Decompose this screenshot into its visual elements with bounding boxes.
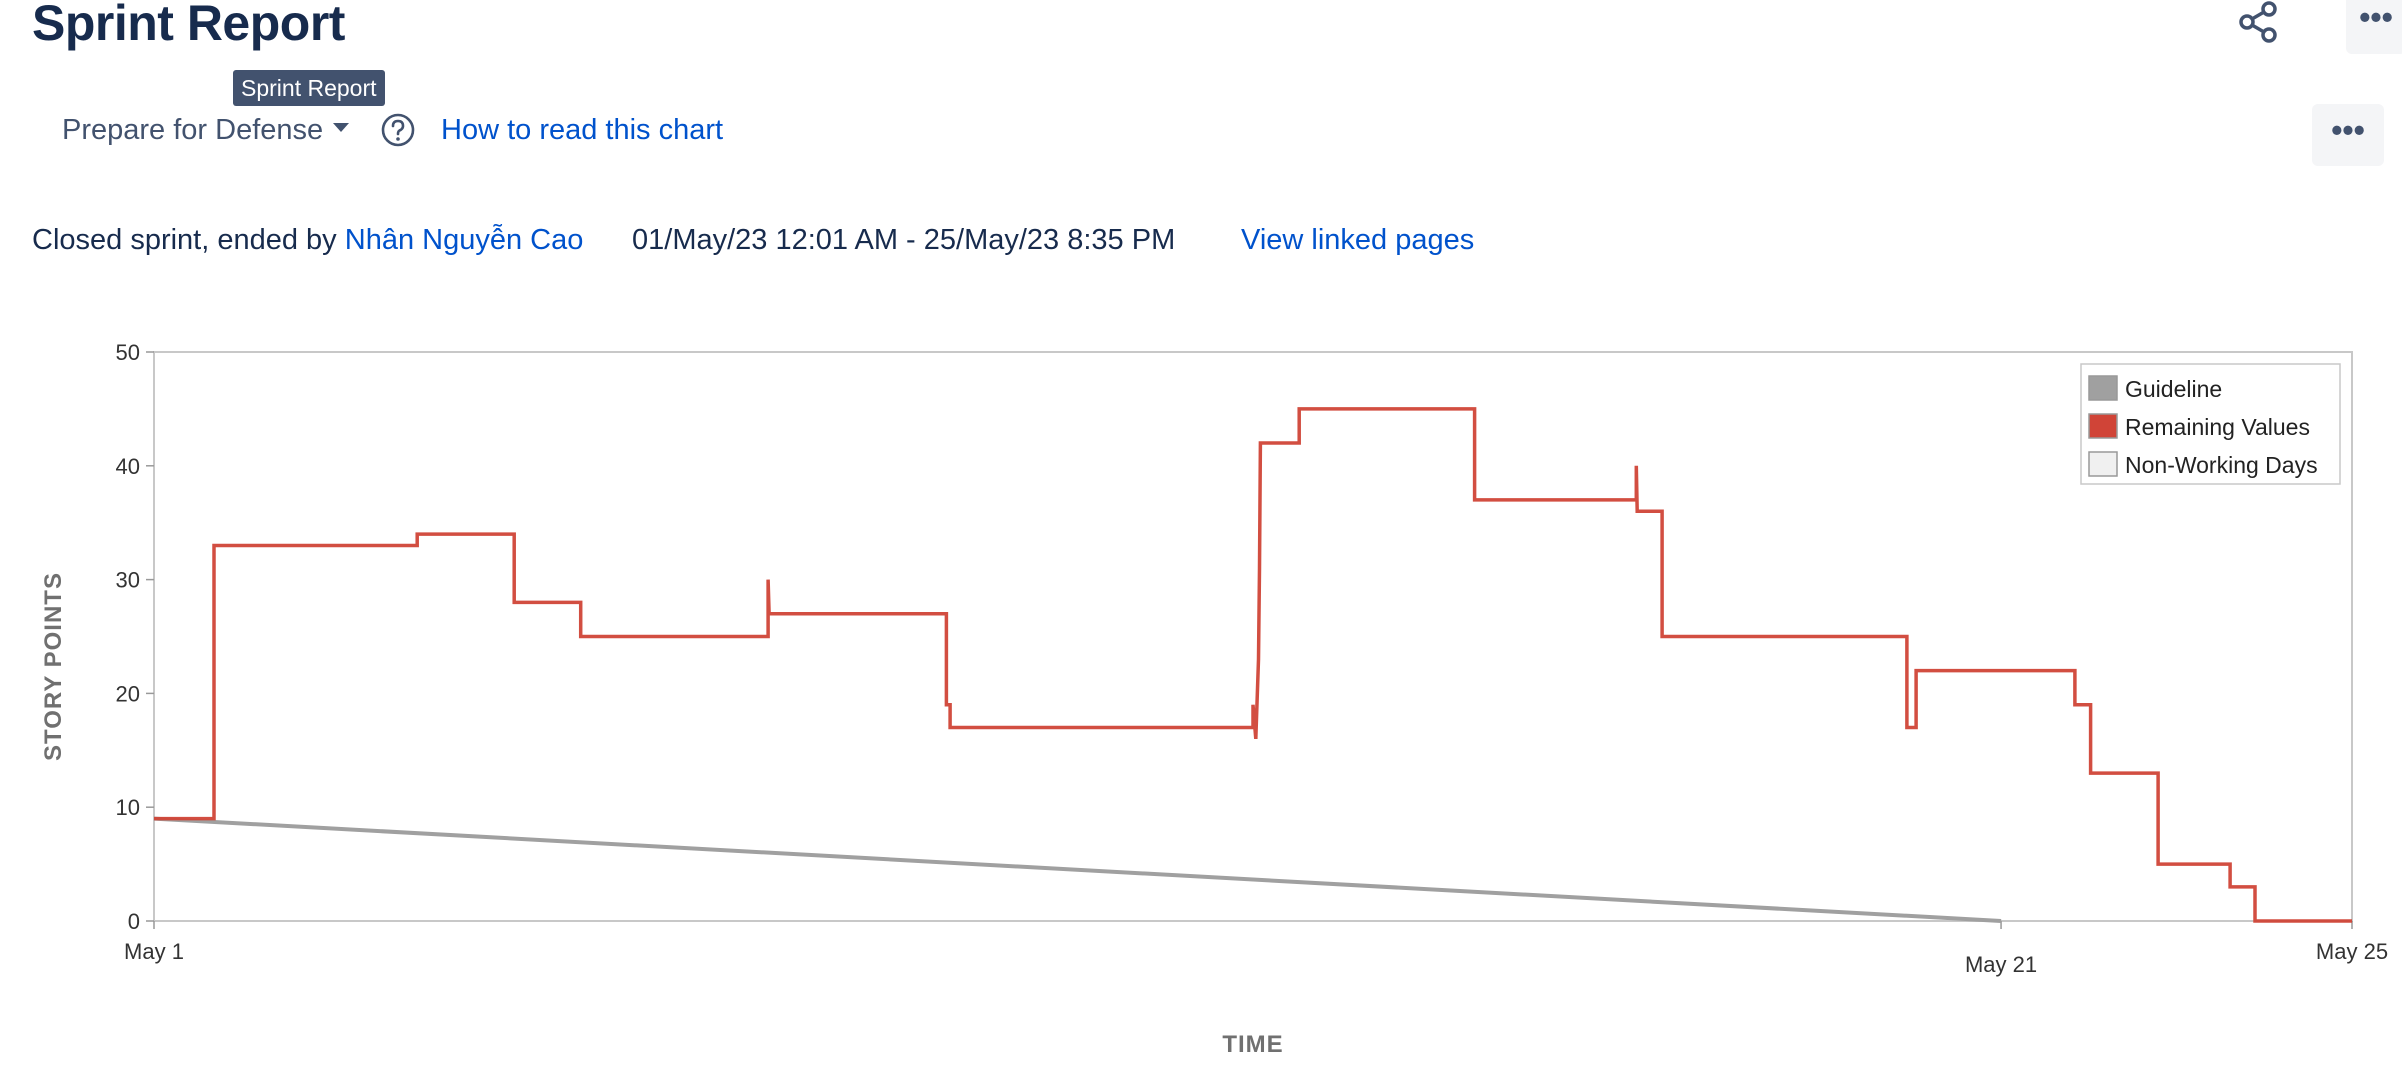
burndown-chart: 0 10 20 30 40 50 May 1 May 21 May 25 TIME STORY PO… [40,340,2388,1058]
chart-more-actions-button[interactable]: ••• [2312,104,2384,166]
y-tick-label: 20 [116,681,140,706]
chart-legend [2080,363,2341,485]
share-icon [2239,1,2277,43]
sprint-date-range: 01/May/23 12:01 AM - 25/May/23 8:35 PM [632,224,1176,256]
plot-area [153,351,2353,922]
y-tick-label: 40 [116,454,140,479]
share-button[interactable] [2236,0,2282,46]
title-tooltip: Sprint Report [233,70,385,106]
y-tick-label: 50 [116,340,140,365]
legend-label: Guideline [2125,376,2222,402]
x-tick-label: May 25 [2316,939,2388,964]
page-more-actions-button[interactable]: ••• [2346,0,2402,54]
how-to-read-chart-link[interactable]: How to read this chart [441,114,724,146]
view-linked-pages-link[interactable]: View linked pages [1241,224,1475,256]
remaining-values-series [154,407,2352,923]
legend-swatch [2088,413,2118,439]
guideline-series [153,816,2002,923]
sprint-status: Closed sprint, ended by Nhân Nguyễn Cao [32,224,583,257]
legend-label: Non-Working Days [2125,452,2318,478]
x-axis-title: TIME [1222,1031,1283,1058]
page-title: Sprint Report [32,0,345,51]
question-circle-icon[interactable] [380,112,416,148]
y-tick-label: 30 [116,568,140,593]
caret-down-icon [333,122,350,132]
y-tick-label: 0 [128,909,140,934]
x-tick-label: May 21 [1965,952,2037,977]
sprint-select-value: Prepare for Defense [62,114,324,146]
sprint-status-text: Closed sprint, ended by [32,224,345,256]
x-tick-label: May 1 [124,939,184,964]
legend-label: Remaining Values [2125,414,2310,440]
y-tick-label: 10 [116,795,140,820]
y-axis-title: STORY POINTS [40,572,67,761]
ended-by-user-link[interactable]: Nhân Nguyễn Cao [344,224,584,256]
sprint-select[interactable]: Prepare for Defense [62,114,350,147]
legend-swatch [2088,451,2118,477]
legend-swatch [2088,375,2118,401]
